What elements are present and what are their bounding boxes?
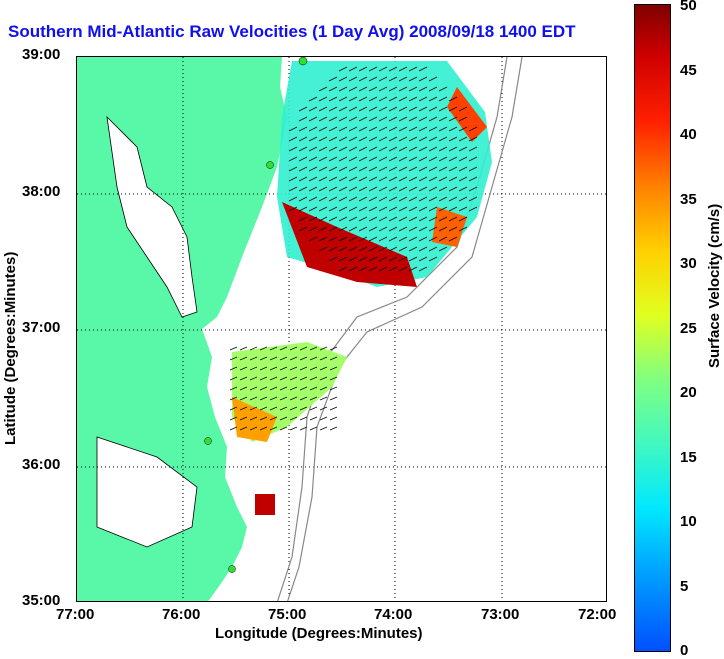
- chesapeake-bay: [106, 115, 198, 318]
- y-tick: 35:00: [22, 592, 61, 609]
- colorbar-tick: 50: [680, 0, 697, 14]
- y-axis-label: Latitude (Degrees:Minutes): [2, 251, 19, 445]
- map-plot-area[interactable]: [76, 56, 607, 602]
- colorbar-tick: 30: [680, 255, 697, 272]
- map-svg: [77, 57, 606, 601]
- map-title: Southern Mid-Atlantic Raw Velocities (1 …: [8, 22, 576, 41]
- colorbar-tick: 35: [680, 191, 697, 208]
- velocity-arrows: [229, 66, 478, 431]
- colorbar-tick: 20: [680, 384, 697, 401]
- x-tick: 77:00: [56, 606, 95, 623]
- colorbar: [634, 4, 671, 652]
- x-tick: 73:00: [481, 606, 520, 623]
- y-tick: 38:00: [22, 183, 61, 200]
- y-tick: 36:00: [22, 456, 61, 473]
- colorbar-tick: 25: [680, 320, 697, 337]
- colorbar-tick: 40: [680, 126, 697, 143]
- station-markers: [204, 57, 308, 573]
- x-tick: 75:00: [268, 606, 307, 623]
- y-tick: 39:00: [22, 46, 61, 63]
- sound-water: [96, 436, 198, 548]
- colorbar-tick: 10: [680, 513, 697, 530]
- x-tick: 72:00: [578, 606, 617, 623]
- x-axis-label: Longitude (Degrees:Minutes): [215, 625, 423, 642]
- x-tick: 74:00: [374, 606, 413, 623]
- colorbar-tick: 0: [680, 642, 689, 659]
- colorbar-label: Surface Velocity (cm/s): [706, 203, 723, 368]
- y-tick: 37:00: [22, 319, 61, 336]
- colorbar-tick: 5: [680, 578, 689, 595]
- grid: [77, 57, 606, 601]
- x-tick: 76:00: [162, 606, 201, 623]
- colorbar-tick: 45: [680, 62, 697, 79]
- colorbar-tick: 15: [680, 449, 697, 466]
